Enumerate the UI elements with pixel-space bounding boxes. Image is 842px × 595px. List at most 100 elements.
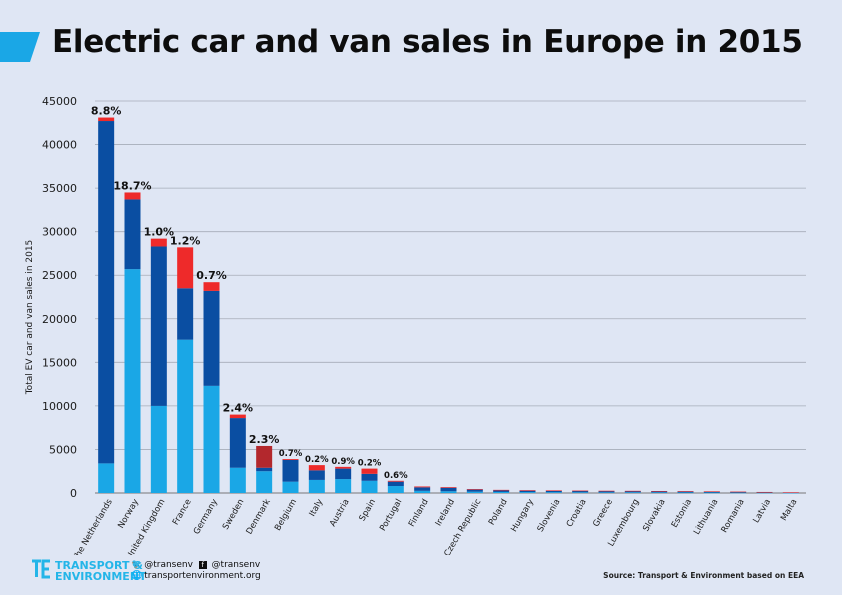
y-tick-label: 30000 <box>42 226 77 239</box>
x-tick-label: Finland <box>407 498 431 529</box>
bar-segment <box>229 418 246 468</box>
x-tick-label: Belgium <box>273 498 299 533</box>
bar-segment <box>545 490 562 493</box>
bar-segment <box>545 492 562 493</box>
bar-segment <box>150 405 167 493</box>
x-tick-label: The Netherlands <box>70 497 115 555</box>
bar-segment <box>598 490 615 492</box>
bar-segment <box>335 466 352 469</box>
bar-segment <box>203 290 220 386</box>
bar-segment <box>624 490 641 492</box>
bar-segment <box>361 480 378 493</box>
bar-segment <box>545 490 562 491</box>
bar-segment <box>414 487 431 491</box>
y-tick-label: 10000 <box>42 400 77 413</box>
y-tick-label: 5000 <box>49 443 77 456</box>
bar-segment <box>624 491 641 493</box>
bar-segment <box>440 487 457 492</box>
bar-segment <box>361 468 378 474</box>
bar-segment <box>387 486 404 493</box>
twitter-handle[interactable]: @transenv <box>144 560 193 570</box>
te-logo-icon <box>32 559 50 579</box>
data-label: 1.2% <box>170 234 201 247</box>
title-bar: Electric car and van sales in Europe in … <box>0 24 842 68</box>
data-label: 2.3% <box>249 433 280 446</box>
bar-segment <box>98 121 115 464</box>
x-tick-label: Estonia <box>670 498 694 530</box>
bar-segment <box>177 288 194 340</box>
bar-segment <box>124 269 141 493</box>
x-tick-label: Croatia <box>565 498 589 529</box>
bar-segment <box>651 492 668 493</box>
bar-segment <box>756 491 773 493</box>
bar-segment <box>256 445 273 468</box>
bar-segment <box>730 491 747 493</box>
bar-segment <box>335 479 352 493</box>
source-note: Source: Transport & Environment based on… <box>603 571 804 580</box>
x-tick-label: Slovakia <box>641 498 668 534</box>
facebook-handle[interactable]: @transenv <box>211 560 261 570</box>
bar-segment <box>335 468 352 480</box>
logo-text: TRANSPORT & ENVIRONMENT <box>55 560 147 582</box>
bar-segment <box>282 481 299 493</box>
bar-segment <box>703 492 720 494</box>
y-tick-label: 35000 <box>42 182 77 195</box>
x-tick-label: Italy <box>308 498 326 519</box>
social-links: 🐦 @transenv f @transenv 🌐 transportenviron… <box>131 560 261 582</box>
x-tick-label: Lithuania <box>692 498 720 537</box>
data-label: 0.9% <box>331 457 355 467</box>
bar-segment <box>150 246 167 406</box>
bar-segment <box>493 491 510 493</box>
data-label: 0.6% <box>384 471 408 481</box>
bar-segment <box>572 490 589 493</box>
footer: TRANSPORT & ENVIRONMENT 🐦 @transenv f @tr… <box>0 555 842 595</box>
x-tick-label: Romania <box>720 498 747 535</box>
bar-segment <box>519 492 536 493</box>
bar-segment <box>677 491 694 493</box>
data-label: 0.2% <box>358 459 382 469</box>
bar-segment <box>782 492 799 493</box>
x-tick-label: Hungary <box>509 498 536 534</box>
bar-segment <box>124 199 141 270</box>
bar-segment <box>598 491 615 493</box>
twitter-icon: 🐦 <box>131 560 143 570</box>
bar-segment <box>782 492 799 494</box>
bar-chart: 0 5000 10000 15000 20000 25000 30000 35000 40000… <box>25 95 806 555</box>
bar-segment <box>730 491 747 493</box>
bar-segment <box>98 463 115 493</box>
chart-title: Electric car and van sales in Europe in … <box>52 24 803 60</box>
x-tick-label: Germany <box>192 498 220 537</box>
x-tick-label: Spain <box>358 498 379 524</box>
y-tick-label: 20000 <box>42 313 77 326</box>
bar-segment <box>387 481 404 487</box>
logo-line-1: TRANSPORT & <box>55 559 143 572</box>
x-tick-label: France <box>171 498 194 527</box>
x-tick-label: Austria <box>328 498 352 529</box>
bar-segment <box>308 479 325 493</box>
bar-segment <box>177 247 194 289</box>
bar-segment <box>466 491 483 493</box>
website-link[interactable]: transportenvironment.org <box>144 571 261 581</box>
bar-segment <box>414 486 431 488</box>
bar-segment <box>308 465 325 471</box>
x-tick-label: Denmark <box>245 497 273 536</box>
data-label: 8.8% <box>91 105 122 118</box>
bar-segment <box>203 385 220 493</box>
x-tick-label: Norway <box>116 498 141 531</box>
y-tick-label: 0 <box>70 487 77 500</box>
bar-segment <box>256 471 273 493</box>
bar-segment <box>572 490 589 492</box>
bar-segment <box>466 489 483 492</box>
bar-segment <box>730 492 747 494</box>
x-tick-label: Greece <box>591 498 615 529</box>
bar-segment <box>677 491 694 492</box>
bar-segment <box>651 490 668 492</box>
bar-segment <box>308 470 325 480</box>
data-label: 0.7% <box>279 449 303 459</box>
bar-segment <box>703 491 720 493</box>
data-label: 18.7% <box>113 179 151 192</box>
x-tick-label: Poland <box>487 498 510 528</box>
y-tick-label: 15000 <box>42 356 77 369</box>
bar-segment <box>387 480 404 482</box>
bar-segment <box>414 490 431 493</box>
